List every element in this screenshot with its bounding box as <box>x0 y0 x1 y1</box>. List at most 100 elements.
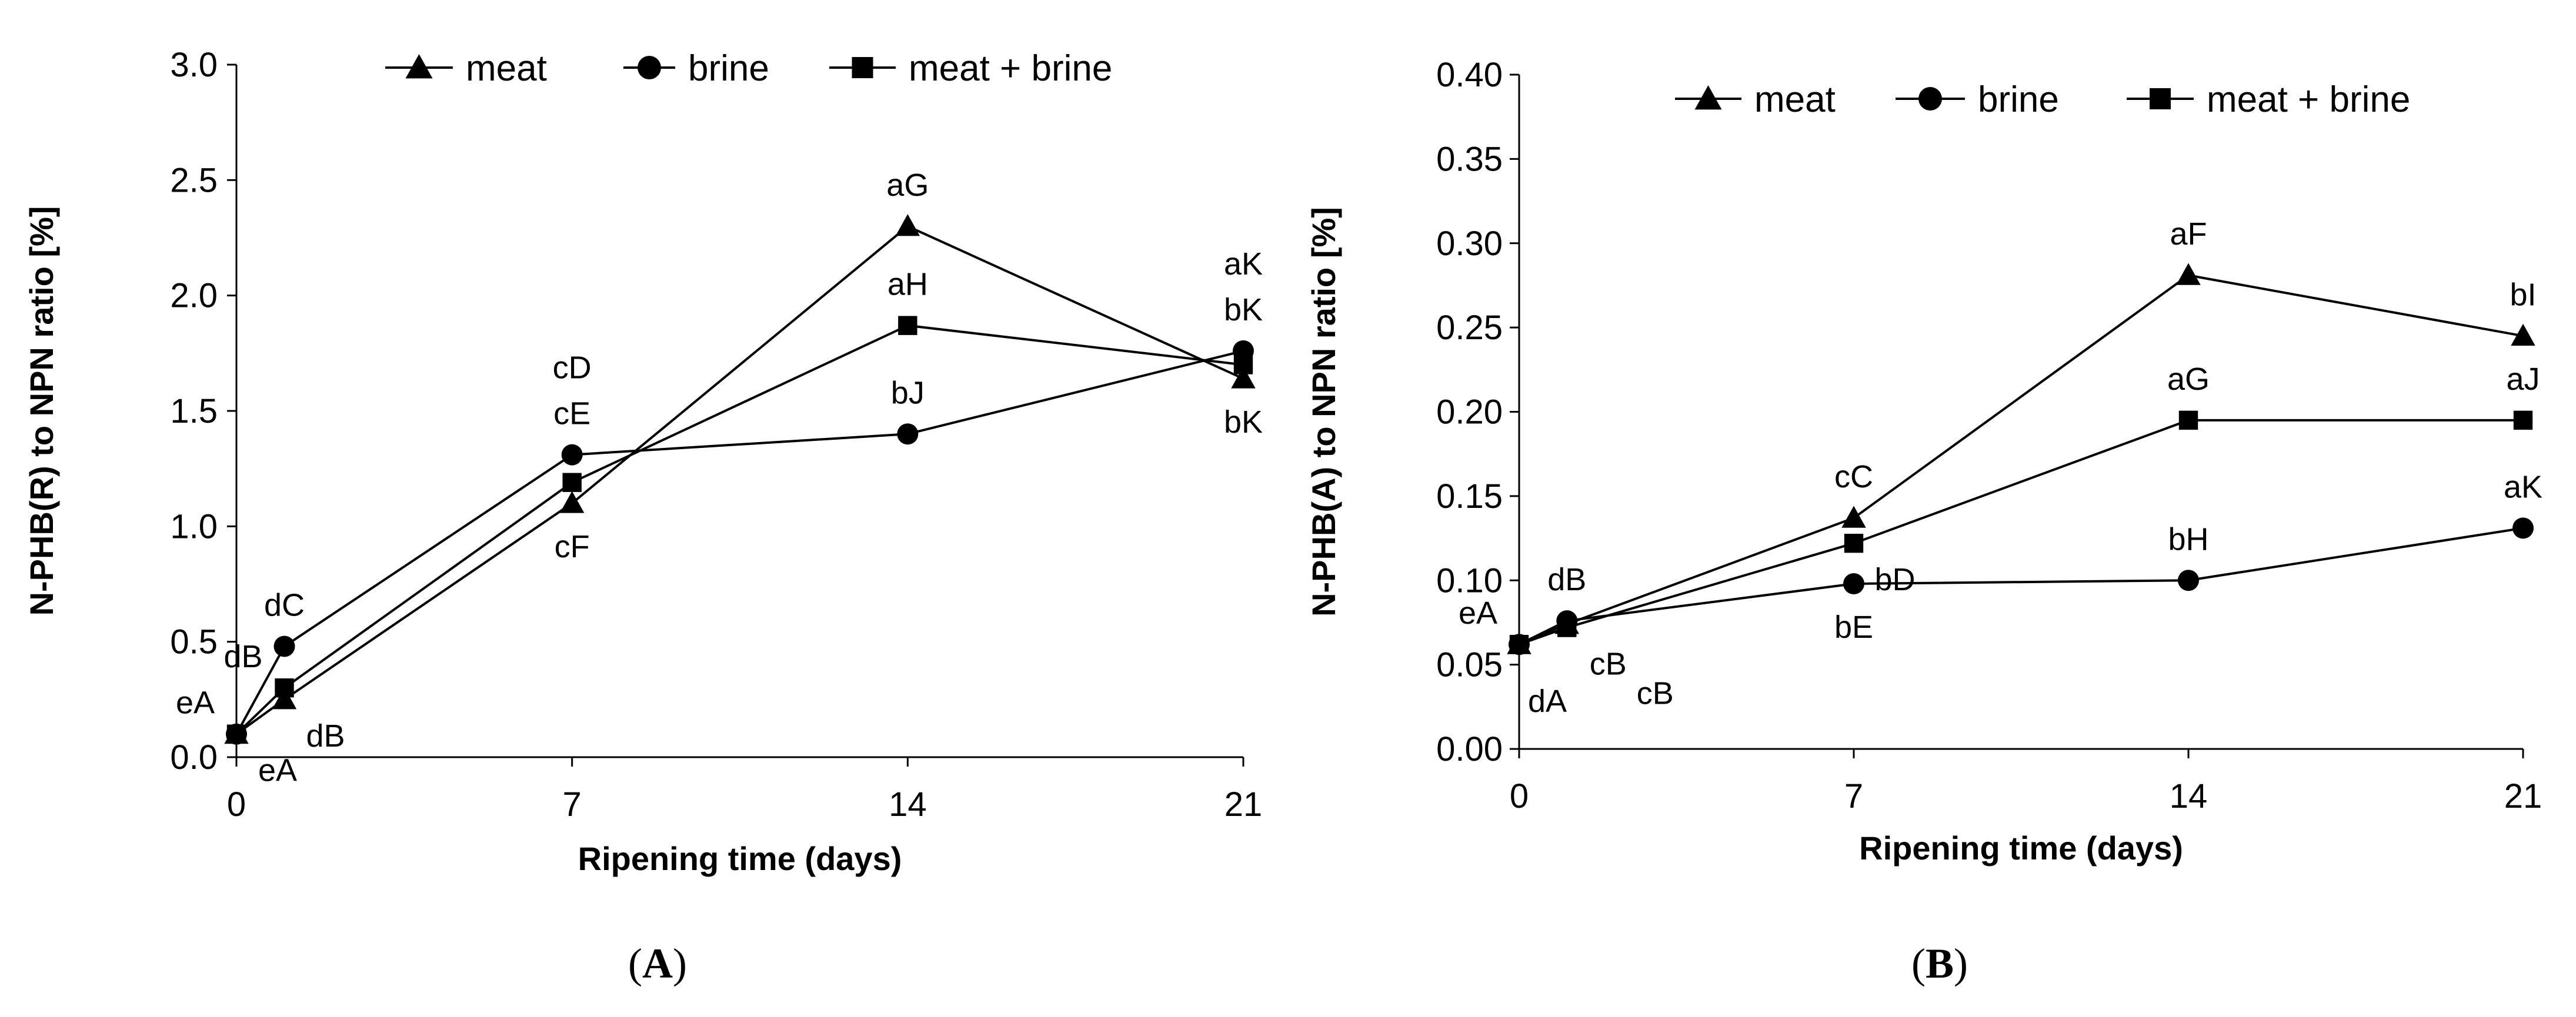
series-meat-brine <box>226 316 1253 744</box>
y-tick-label: 0.20 <box>1436 393 1503 431</box>
data-label: dB <box>223 639 262 674</box>
legend-label: meat + brine <box>909 48 1112 89</box>
data-label: eA <box>176 685 215 721</box>
series-meat <box>1507 263 2535 654</box>
panel-label-paren: ( <box>1911 940 1926 987</box>
data-point <box>1231 366 1256 389</box>
y-tick-label: 0.00 <box>1436 730 1503 768</box>
data-point <box>275 678 294 698</box>
y-tick-label: 0.05 <box>1436 646 1503 684</box>
data-label: bK <box>1224 404 1263 440</box>
data-label: aG <box>886 168 929 203</box>
panel-label: (B) <box>1911 940 1968 987</box>
data-label: aG <box>2167 362 2210 397</box>
legend-label: brine <box>688 48 769 89</box>
legend-marker <box>852 57 873 78</box>
x-tick-label: 7 <box>1844 777 1863 815</box>
panel-label-paren: ( <box>628 940 642 987</box>
chart-panel-b: 0.00 0.05 0.10 0.15 0.20 0.25 0.30 0.35 0.40 0 7 14… <box>1305 56 2542 987</box>
y-tick-label: 2.5 <box>170 161 218 199</box>
y-tick-label: 0.40 <box>1436 56 1503 94</box>
data-label: aK <box>1224 246 1263 282</box>
data-point <box>1841 506 1866 528</box>
panel-label-letter: B <box>1926 940 1954 987</box>
legend-marker <box>2150 88 2171 109</box>
chart-panel-a: 0.0 0.5 1.0 1.5 2.0 2.5 3.0 0 7 14 21 Ripening time… <box>23 46 1263 987</box>
legend-label: meat <box>466 48 547 89</box>
x-tick-label: 14 <box>889 785 927 824</box>
data-point <box>1509 635 1529 654</box>
data-point <box>898 316 917 335</box>
y-tick-label: 1.0 <box>170 507 218 546</box>
data-label: aH <box>887 267 928 302</box>
y-tick-label: 0.35 <box>1436 140 1503 178</box>
x-tick-label: 0 <box>227 785 246 824</box>
data-label: aJ <box>2506 362 2540 397</box>
series-line <box>235 324 1244 735</box>
data-label: eA <box>258 753 297 788</box>
data-label: cE <box>553 396 590 431</box>
data-label: dA <box>1528 684 1567 719</box>
y-tick-label: 0.15 <box>1436 477 1503 516</box>
data-label: cC <box>1834 459 1873 494</box>
data-label: dB <box>306 718 345 754</box>
x-tick-label: 7 <box>563 785 582 824</box>
legend-item: meat <box>385 48 547 89</box>
y-axis-title: N-PHB(R) to NPN ratio [%] <box>23 206 60 616</box>
data-point <box>561 444 583 466</box>
series-line <box>235 349 1244 735</box>
legend-label: meat + brine <box>2207 79 2410 120</box>
panel-label: (A) <box>628 940 687 987</box>
y-tick-label: 0.5 <box>170 623 218 661</box>
y-tick-label: 1.5 <box>170 392 218 430</box>
data-point <box>226 724 246 744</box>
data-label: bJ <box>891 375 925 410</box>
series-line <box>235 225 1244 735</box>
y-tick-label: 0.10 <box>1436 561 1503 600</box>
data-label: cD <box>553 350 592 386</box>
panel-label-letter: A <box>642 940 673 987</box>
data-label: bE <box>1834 610 1873 645</box>
legend-item: meat + brine <box>829 48 1112 89</box>
panel-label-paren: ) <box>1954 940 1968 987</box>
data-label: bI <box>2510 277 2536 312</box>
x-tick-label: 21 <box>1224 785 1263 824</box>
x-tick-label: 14 <box>2170 777 2208 815</box>
y-tick-label: 0.25 <box>1436 309 1503 347</box>
data-point <box>273 635 295 657</box>
data-point <box>2178 570 2199 591</box>
series-brine <box>1509 517 2534 655</box>
legend-marker <box>638 56 661 79</box>
legend-marker <box>1918 87 1942 111</box>
data-point <box>562 473 582 492</box>
legend-item: brine <box>1896 79 2059 120</box>
data-label: cB <box>1590 647 1627 682</box>
legend-marker <box>405 54 433 79</box>
legend-label: brine <box>1978 79 2059 120</box>
data-label: dB <box>1547 562 1586 597</box>
y-tick-label: 0.0 <box>170 738 218 777</box>
data-label: aK <box>2504 469 2542 504</box>
data-label: cB <box>1637 676 1674 711</box>
data-point <box>2176 263 2201 285</box>
panel-label-paren: ) <box>673 940 687 987</box>
data-point <box>272 687 297 710</box>
x-axis-title: Ripening time (days) <box>1859 829 2183 867</box>
data-label: eA <box>1459 596 1497 631</box>
y-axis-title: N-PHB(A) to NPN ratio [%] <box>1305 207 1342 617</box>
data-label: bD <box>1874 562 1915 597</box>
data-point <box>559 491 585 513</box>
series-line <box>1519 274 2524 646</box>
legend-item: meat + brine <box>2127 79 2410 120</box>
series-line <box>1519 419 2523 646</box>
data-label: bK <box>1224 292 1263 327</box>
legend-label: meat <box>1754 79 1836 120</box>
x-tick-label: 0 <box>1510 777 1529 815</box>
data-point <box>1844 533 1864 553</box>
legend-item: meat <box>1675 79 1836 120</box>
data-label: cF <box>555 529 590 564</box>
data-point <box>1843 573 1864 594</box>
y-tick-label: 0.30 <box>1436 225 1503 263</box>
series-brine <box>226 340 1254 745</box>
